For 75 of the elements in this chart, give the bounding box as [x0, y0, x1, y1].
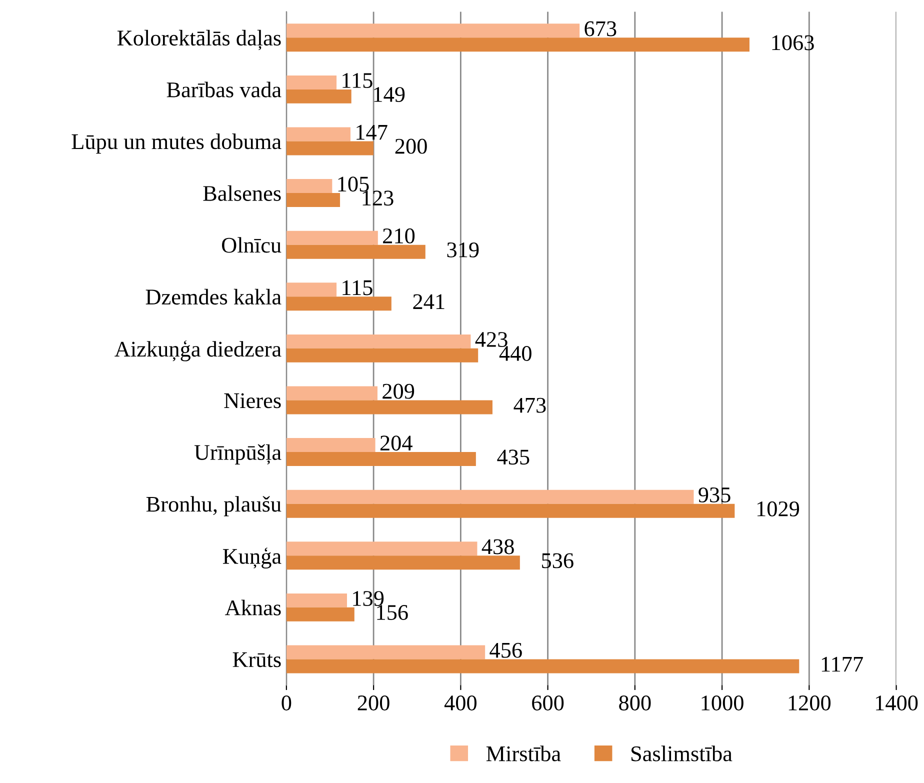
data-label: 123: [362, 190, 394, 206]
bar: [286, 179, 332, 194]
x-tick-label: 600: [532, 695, 564, 710]
y-tick-label: Kuņģa: [222, 548, 282, 568]
bar: [286, 127, 350, 142]
bar: [286, 490, 694, 504]
bar: [286, 334, 471, 348]
bar: [286, 556, 520, 570]
bar: [286, 141, 374, 156]
data-label: 423: [475, 332, 508, 348]
legend-label: Saslimstība: [631, 746, 732, 762]
data-label: 204: [380, 436, 412, 451]
bar: [286, 89, 352, 104]
x-tick-label: 400: [444, 695, 476, 710]
data-label: 319: [447, 242, 479, 258]
y-tick-label: Aknas: [225, 600, 281, 616]
data-label: 536: [542, 553, 574, 568]
data-label: 241: [413, 294, 444, 309]
bar: [286, 504, 735, 518]
y-tick-label: Krūts: [232, 652, 281, 668]
data-label: 935: [698, 487, 730, 502]
bar: [286, 348, 478, 362]
x-tick-label: 1200: [788, 695, 831, 710]
bar: [286, 593, 347, 608]
y-tick-label: Nieres: [224, 393, 281, 408]
data-label: 456: [490, 642, 522, 658]
bar: [286, 282, 337, 297]
data-label: 1177: [822, 656, 863, 672]
y-tick-label: Balsenes: [203, 185, 281, 201]
x-tick-label: 1400: [876, 695, 918, 710]
bar: [286, 542, 478, 556]
bar: [286, 296, 392, 311]
data-label: 105: [338, 176, 369, 192]
y-tick-label: Bronhu, plaušu: [146, 496, 282, 516]
x-tick-label: 800: [619, 695, 651, 710]
y-tick-label: Lūpu un mutes dobuma: [72, 134, 282, 154]
data-label: 473: [514, 398, 546, 413]
bar: [286, 38, 750, 52]
data-label: 115: [342, 73, 372, 88]
bar: [286, 400, 492, 414]
bar: [286, 193, 340, 208]
data-label: 435: [497, 450, 530, 465]
y-tick-label: Barības vada: [166, 82, 282, 98]
y-tick-label: Dzemdes kakla: [146, 288, 282, 305]
y-tick-label: Kolorektālās daļas: [117, 30, 281, 50]
data-label: 139: [353, 591, 384, 606]
bar: [286, 75, 337, 90]
bar: [286, 24, 580, 38]
x-tick-label: 200: [358, 695, 390, 710]
bar: [286, 386, 378, 400]
data-label: 673: [584, 21, 616, 36]
data-label: 440: [499, 346, 532, 361]
data-label: 209: [382, 384, 414, 399]
bar: [286, 659, 800, 674]
bar: [286, 452, 476, 466]
bar: [286, 244, 426, 259]
data-label: 438: [482, 539, 514, 554]
x-tick-label: 0: [282, 695, 292, 710]
bar: [286, 607, 354, 622]
data-label: 1029: [757, 501, 800, 516]
bar: [286, 438, 376, 452]
x-tick-label: 1000: [702, 695, 744, 710]
data-label: 149: [374, 87, 405, 102]
data-label: 156: [377, 605, 408, 620]
data-label: 115: [342, 280, 372, 296]
bar: [286, 645, 486, 660]
legend-label: Mirstība: [486, 746, 561, 762]
bar: [286, 230, 378, 245]
data-label: 200: [395, 138, 427, 154]
data-label: 147: [356, 124, 388, 140]
y-tick-label: Urīnpūšļa: [194, 444, 282, 464]
y-tick-label: Olnīcu: [222, 237, 282, 253]
data-label: 1063: [772, 35, 814, 50]
data-label: 210: [383, 228, 415, 244]
y-tick-label: Aizkuņģa diedzera: [114, 340, 282, 362]
